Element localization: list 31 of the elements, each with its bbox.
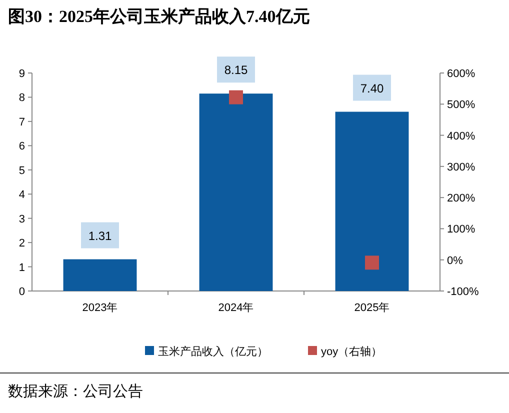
y-tick-label: 5 bbox=[18, 164, 25, 177]
y-tick-label: 1 bbox=[18, 262, 25, 274]
y-tick-label: 9 bbox=[18, 68, 25, 80]
bar bbox=[199, 94, 273, 291]
data-label: 7.40 bbox=[360, 81, 384, 96]
y2-tick-label: 0% bbox=[447, 254, 464, 267]
y2-tick-label: 400% bbox=[447, 130, 476, 142]
y-tick-label: 6 bbox=[18, 140, 25, 153]
legend-label: yoy（右轴） bbox=[321, 345, 382, 358]
x-tick-label: 2023年 bbox=[82, 302, 118, 314]
y2-tick-label: 200% bbox=[447, 192, 476, 205]
bar bbox=[63, 259, 137, 291]
data-label: 8.15 bbox=[224, 63, 248, 78]
y-tick-label: 8 bbox=[18, 92, 25, 104]
y2-tick-label: 100% bbox=[447, 224, 476, 236]
x-tick-label: 2025年 bbox=[354, 302, 390, 314]
bar bbox=[335, 112, 409, 291]
y-tick-label: 7 bbox=[18, 116, 25, 128]
y2-tick-label: -100% bbox=[447, 286, 480, 298]
y-tick-label: 2 bbox=[18, 238, 25, 250]
chart-title: 图30：2025年公司玉米产品收入7.40亿元 bbox=[8, 7, 310, 26]
y-tick-label: 0 bbox=[18, 286, 25, 298]
legend-label: 玉米产品收入（亿元） bbox=[158, 345, 268, 358]
y2-tick-label: 600% bbox=[447, 68, 476, 80]
y-tick-label: 4 bbox=[18, 189, 25, 202]
data-label: 1.31 bbox=[88, 228, 112, 243]
y2-tick-label: 300% bbox=[447, 161, 476, 174]
y2-tick-label: 500% bbox=[447, 99, 476, 112]
source-note: 数据来源：公司公告 bbox=[8, 383, 143, 400]
x-tick-label: 2024年 bbox=[218, 302, 254, 314]
y-tick-label: 3 bbox=[18, 213, 25, 226]
